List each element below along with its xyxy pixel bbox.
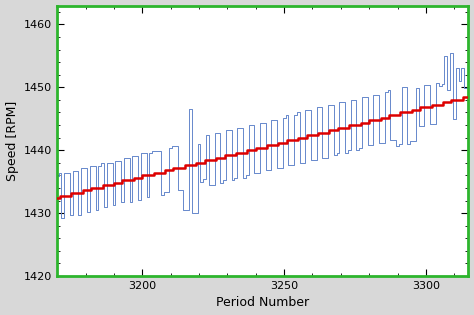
Y-axis label: Speed [RPM]: Speed [RPM] bbox=[6, 101, 18, 181]
X-axis label: Period Number: Period Number bbox=[216, 296, 310, 309]
